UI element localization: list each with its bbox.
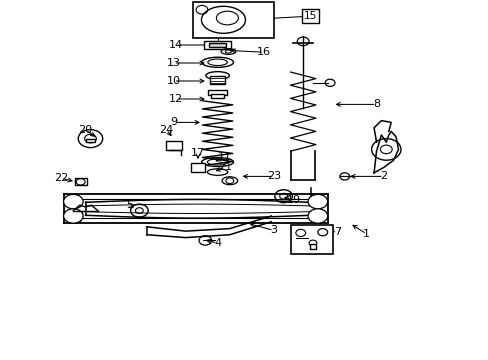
Text: 20: 20	[79, 125, 92, 135]
Bar	[210, 94, 224, 98]
Bar	[210, 76, 224, 84]
Text: 11: 11	[218, 152, 231, 162]
Text: 17: 17	[191, 148, 204, 158]
Text: 22: 22	[54, 173, 68, 183]
Text: 14: 14	[169, 40, 183, 50]
Bar	[193, 2, 273, 38]
Bar	[209, 42, 225, 47]
Bar	[309, 244, 315, 249]
Text: 4: 4	[214, 238, 221, 248]
Text: 9: 9	[170, 117, 177, 127]
Bar	[166, 141, 182, 150]
Text: 18: 18	[69, 215, 82, 225]
Text: 3: 3	[270, 225, 277, 235]
Text: 6: 6	[311, 233, 318, 243]
Text: 5: 5	[126, 200, 133, 210]
Text: 2: 2	[380, 171, 386, 181]
Text: 13: 13	[166, 58, 180, 68]
Bar	[204, 41, 230, 49]
Bar	[208, 90, 226, 95]
Bar	[86, 139, 95, 142]
Circle shape	[307, 209, 327, 223]
Circle shape	[63, 209, 83, 223]
Bar	[290, 225, 332, 254]
Text: 19: 19	[286, 195, 300, 205]
Text: 12: 12	[169, 94, 183, 104]
Text: 21: 21	[218, 162, 231, 172]
Circle shape	[307, 194, 327, 209]
Text: 15: 15	[303, 11, 317, 21]
Bar	[190, 163, 205, 172]
Circle shape	[63, 194, 83, 209]
Text: 1: 1	[363, 229, 369, 239]
Text: 8: 8	[372, 99, 379, 109]
Text: 16: 16	[257, 47, 270, 57]
Text: 23: 23	[266, 171, 280, 181]
Text: 24: 24	[159, 125, 173, 135]
Text: 10: 10	[166, 76, 180, 86]
Bar	[75, 178, 86, 185]
Text: 7: 7	[333, 227, 340, 237]
